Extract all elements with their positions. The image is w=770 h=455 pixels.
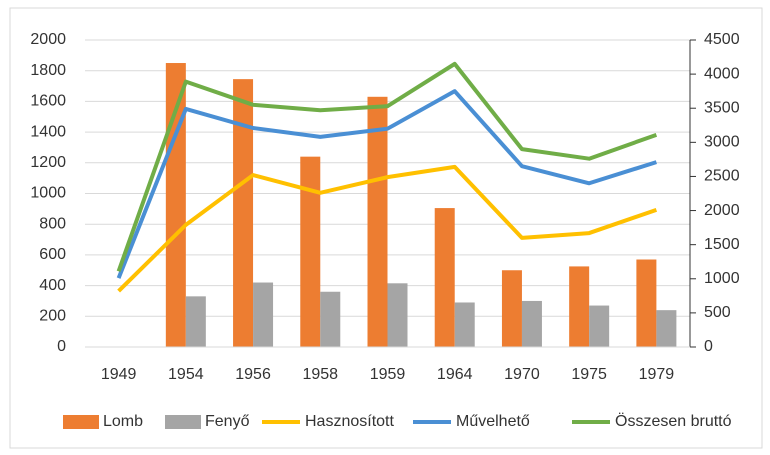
x-tick-label: 1975 (571, 366, 607, 383)
legend-label: Lomb (103, 413, 143, 430)
legend-swatch (165, 415, 201, 429)
x-tick-label: 1956 (235, 366, 271, 383)
line (117, 164, 658, 293)
y-tick-label: 800 (39, 215, 66, 232)
bar (253, 282, 274, 347)
x-tick-label: 1954 (168, 366, 204, 383)
y-tick-label: 400 (39, 277, 66, 294)
y-tick-label: 1400 (30, 123, 66, 140)
legend-label: Hasznosított (305, 413, 394, 430)
y-tick-label: 0 (57, 338, 66, 355)
y2-tick-label: 2500 (704, 168, 740, 185)
line (116, 89, 657, 279)
y2-tick-label: 1000 (704, 270, 740, 287)
x-tick-label: 1958 (302, 366, 338, 383)
y-tick-label: 1000 (30, 185, 66, 202)
legend-label: Összesen bruttó (615, 412, 732, 430)
bar (569, 266, 590, 347)
bar (434, 208, 455, 347)
y2-tick-label: 4000 (704, 65, 740, 82)
legend-label: Művelhető (456, 413, 530, 430)
bar (501, 270, 522, 347)
y-tick-label: 600 (39, 246, 66, 263)
x-tick-label: 1964 (437, 366, 473, 383)
x-tick-label: 1949 (101, 366, 137, 383)
x-tick-label: 1970 (504, 366, 540, 383)
y-tick-label: 1800 (30, 62, 66, 79)
y2-tick-label: 2000 (704, 202, 740, 219)
legend-swatch (63, 415, 99, 429)
bar (521, 300, 542, 347)
bar (656, 310, 677, 347)
y2-tick-label: 500 (704, 304, 731, 321)
y2-tick-label: 3500 (704, 99, 740, 116)
y-tick-label: 1200 (30, 154, 66, 171)
y2-tick-label: 4500 (704, 31, 740, 48)
bar (185, 296, 206, 347)
y-tick-label: 1600 (30, 93, 66, 110)
bar (233, 79, 254, 347)
bar (165, 63, 186, 348)
bar (320, 291, 341, 347)
line (116, 61, 658, 272)
y-tick-label: 200 (39, 308, 66, 325)
bar (387, 283, 408, 347)
bar (367, 96, 388, 347)
x-tick-label: 1979 (639, 366, 675, 383)
y2-tick-label: 1500 (704, 236, 740, 253)
x-tick-label: 1959 (370, 366, 406, 383)
bar (454, 302, 475, 347)
bar (636, 259, 657, 347)
y2-tick-label: 3000 (704, 134, 740, 151)
bar (300, 156, 321, 347)
y-tick-label: 2000 (30, 31, 66, 48)
y2-tick-label: 0 (704, 338, 713, 355)
legend-label: Fenyő (205, 413, 250, 430)
bar (589, 305, 610, 347)
